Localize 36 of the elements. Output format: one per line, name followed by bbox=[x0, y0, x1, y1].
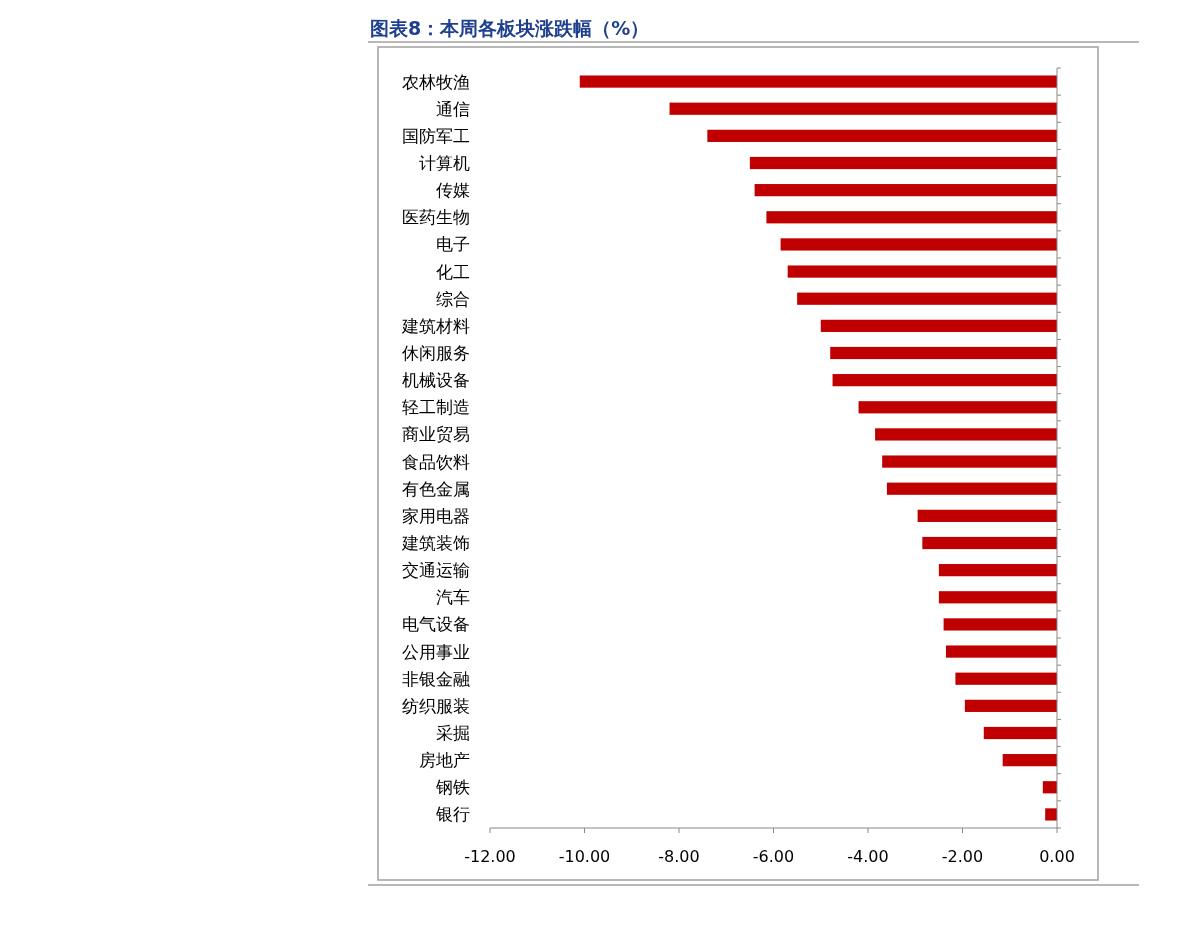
x-tick-label: -10.00 bbox=[558, 847, 611, 866]
x-tick-label: -8.00 bbox=[658, 847, 700, 866]
y-tick-label: 化工 bbox=[436, 261, 470, 282]
y-tick-label: 电气设备 bbox=[402, 614, 470, 635]
x-tick-label: -12.00 bbox=[464, 847, 516, 866]
y-tick-label: 传媒 bbox=[436, 180, 470, 201]
y-tick-label: 公用事业 bbox=[402, 641, 470, 662]
y-tick-label: 机械设备 bbox=[402, 370, 470, 391]
y-tick-label: 采掘 bbox=[436, 723, 470, 743]
y-tick-label: 食品饮料 bbox=[402, 451, 470, 472]
y-tick-label: 建筑材料 bbox=[401, 315, 470, 336]
x-tick-label: -6.00 bbox=[752, 847, 795, 866]
y-tick-label: 有色金属 bbox=[402, 478, 470, 499]
y-tick-label: 休闲服务 bbox=[402, 343, 470, 363]
y-tick-label: 房地产 bbox=[419, 750, 470, 771]
y-tick-label: 轻工制造 bbox=[402, 397, 470, 418]
y-tick-label: 农林牧渔 bbox=[402, 71, 470, 92]
y-tick-label: 汽车 bbox=[436, 587, 470, 608]
chart-title: 图表8：本周各板块涨跌幅（%） bbox=[370, 17, 650, 39]
y-tick-label: 钢铁 bbox=[435, 777, 470, 798]
y-tick-label: 计算机 bbox=[419, 153, 470, 173]
y-tick-label: 国防军工 bbox=[402, 125, 470, 146]
y-tick-label: 电子 bbox=[436, 234, 470, 255]
x-tick-label: 0.00 bbox=[1039, 847, 1075, 866]
x-tick-label: -4.00 bbox=[847, 847, 889, 866]
y-tick-label: 非银金融 bbox=[402, 668, 470, 689]
y-tick-label: 纺织服装 bbox=[402, 695, 470, 716]
y-tick-label: 商业贸易 bbox=[402, 424, 470, 445]
y-tick-label: 医药生物 bbox=[402, 207, 470, 228]
y-tick-label: 通信 bbox=[436, 98, 470, 119]
x-tick-label: -2.00 bbox=[941, 847, 984, 866]
y-tick-label: 建筑装饰 bbox=[401, 533, 470, 553]
y-tick-label: 家用电器 bbox=[402, 505, 470, 526]
y-tick-label: 银行 bbox=[435, 804, 470, 825]
y-tick-label: 交通运输 bbox=[402, 560, 470, 581]
y-tick-label: 综合 bbox=[436, 288, 470, 309]
